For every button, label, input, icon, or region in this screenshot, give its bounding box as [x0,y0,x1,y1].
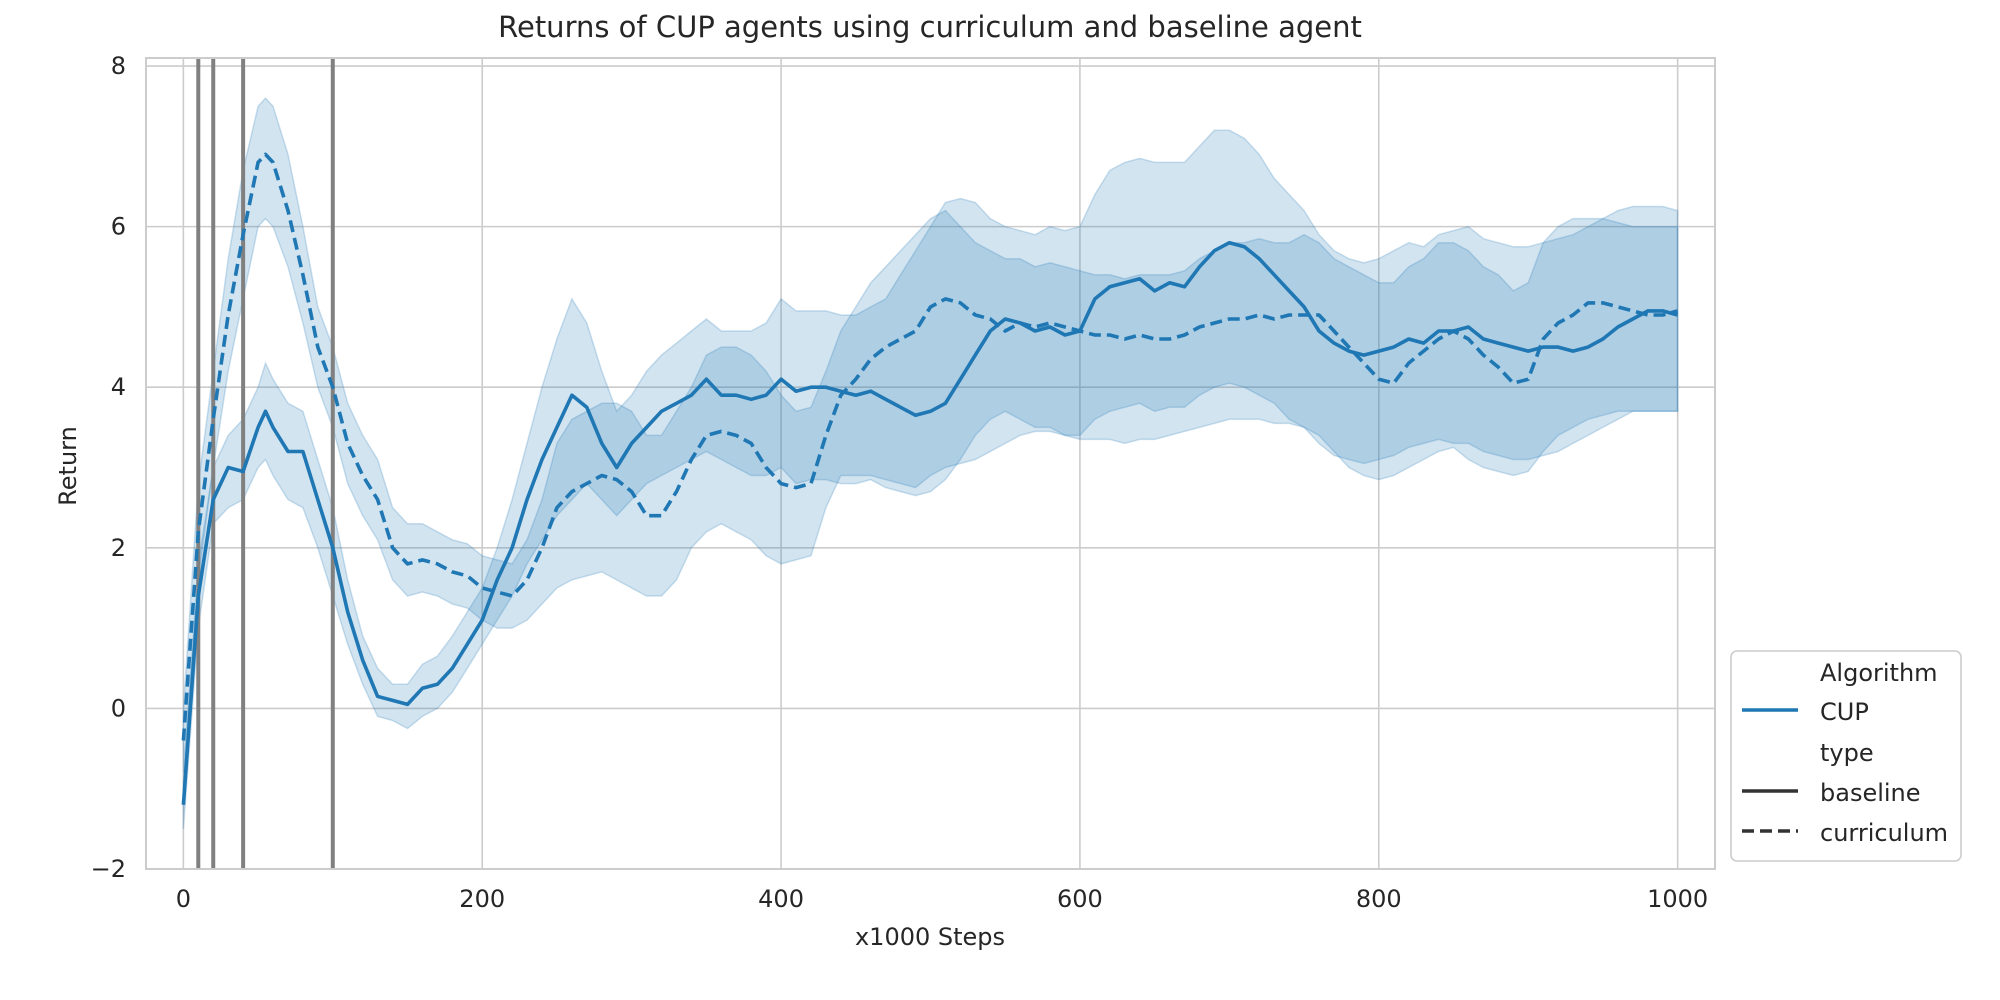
x-tick-label: 400 [758,885,804,913]
y-tick-labels: −2 0 2 4 6 8 [91,52,126,883]
y-tick-label: 8 [111,52,126,80]
x-tick-labels: 0 200 400 600 800 1000 [176,885,1708,913]
x-tick-label: 0 [176,885,191,913]
band-curriculum [182,96,1679,773]
legend-entry-curriculum: curriculum [1820,819,1948,847]
line-baseline [181,240,1679,805]
y-axis-label: Return [54,426,82,506]
legend-style-title: type [1820,739,1874,767]
curriculum-markers [196,58,335,869]
y-tick-label: 0 [111,694,126,722]
x-axis-label: x1000 Steps [855,923,1005,951]
legend-hue-title: Algorithm [1820,659,1938,687]
chart-title: Returns of CUP agents using curriculum a… [498,10,1362,44]
legend-entry-cup: CUP [1820,698,1869,726]
line-curriculum [181,152,1679,741]
plot-frame [145,57,1716,870]
x-tick-label: 200 [459,885,505,913]
series-lines [181,152,1679,805]
x-tick-label: 800 [1356,885,1402,913]
y-tick-label: 2 [111,534,126,562]
x-tick-label: 1000 [1647,885,1708,913]
legend: Algorithm CUP type baseline curriculum [1730,650,1962,862]
y-tick-label: 6 [111,213,126,241]
legend-entry-baseline: baseline [1820,779,1921,807]
legend-box [1730,650,1962,862]
y-tick-label: 4 [111,373,126,401]
y-tick-label: −2 [91,855,126,883]
x-tick-label: 600 [1057,885,1103,913]
confidence-bands [182,96,1679,829]
